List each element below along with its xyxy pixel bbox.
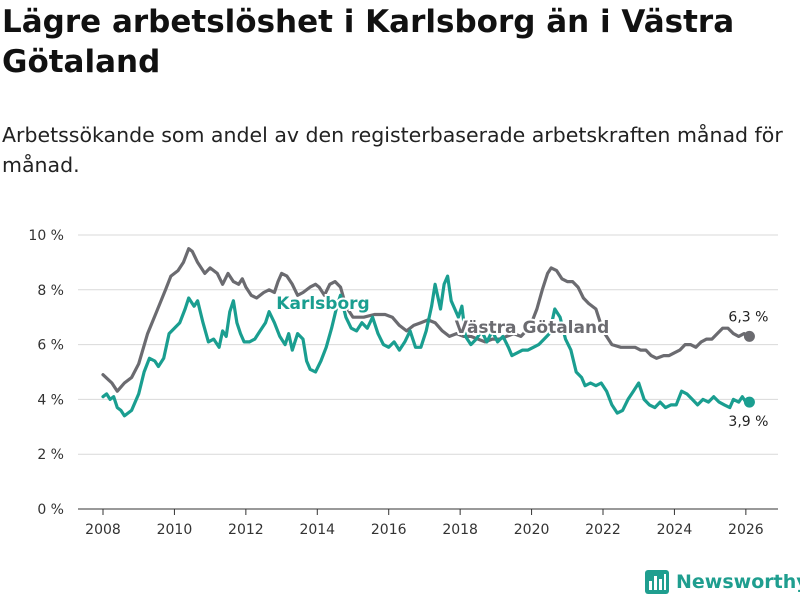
series-end-point [743,396,755,408]
series-end-point [743,330,755,342]
x-axis-ticks: 2008 2010 2012 2014 2016 2018 2020 2022 2024 2026 [85,509,764,538]
brand-name: Newsworthy [676,571,800,593]
x-tick-label: 2010 [157,522,193,538]
x-tick-label: 2026 [728,522,764,538]
chart-subtitle: Arbetssökande som andel av den registerb… [2,123,783,177]
end-value-label-vastra-gotaland: 6,3 % [728,309,768,325]
y-tick-label: 10 % [28,228,64,244]
series-group [101,247,755,418]
x-tick-label: 2022 [585,522,621,538]
series-label-vastra-gotaland: Västra Götaland [455,318,610,338]
y-tick-label: 6 % [37,338,64,354]
x-tick-label: 2018 [442,522,478,538]
y-tick-label: 4 % [37,392,64,408]
y-tick-label: 2 % [37,447,64,463]
brand-logo[interactable]: Newsworthy [644,569,800,595]
y-axis-ticks: 0 % 2 % 4 % 6 % 8 % 10 % [28,228,64,518]
x-tick-label: 2024 [657,522,693,538]
x-tick-label: 2012 [228,522,264,538]
series-labels: Västra Götaland Karlsborg 6,3 % 3,9 % [274,292,768,430]
series-label-karlsborg: Karlsborg [276,294,369,314]
y-tick-label: 8 % [37,283,64,299]
x-tick-label: 2014 [299,522,335,538]
series-line-karlsborg [101,274,751,418]
newsworthy-logo-icon [645,570,669,594]
x-tick-label: 2020 [514,522,550,538]
grid-lines [78,234,778,455]
x-tick-label: 2016 [371,522,407,538]
x-tick-label: 2008 [85,522,121,538]
series-line-vastra-gotaland [101,247,751,393]
y-tick-label: 0 % [37,502,64,518]
chart-title: Lägre arbetslöshet i Karlsborg än i Väst… [2,4,735,80]
end-value-label-karlsborg: 3,9 % [728,414,768,430]
